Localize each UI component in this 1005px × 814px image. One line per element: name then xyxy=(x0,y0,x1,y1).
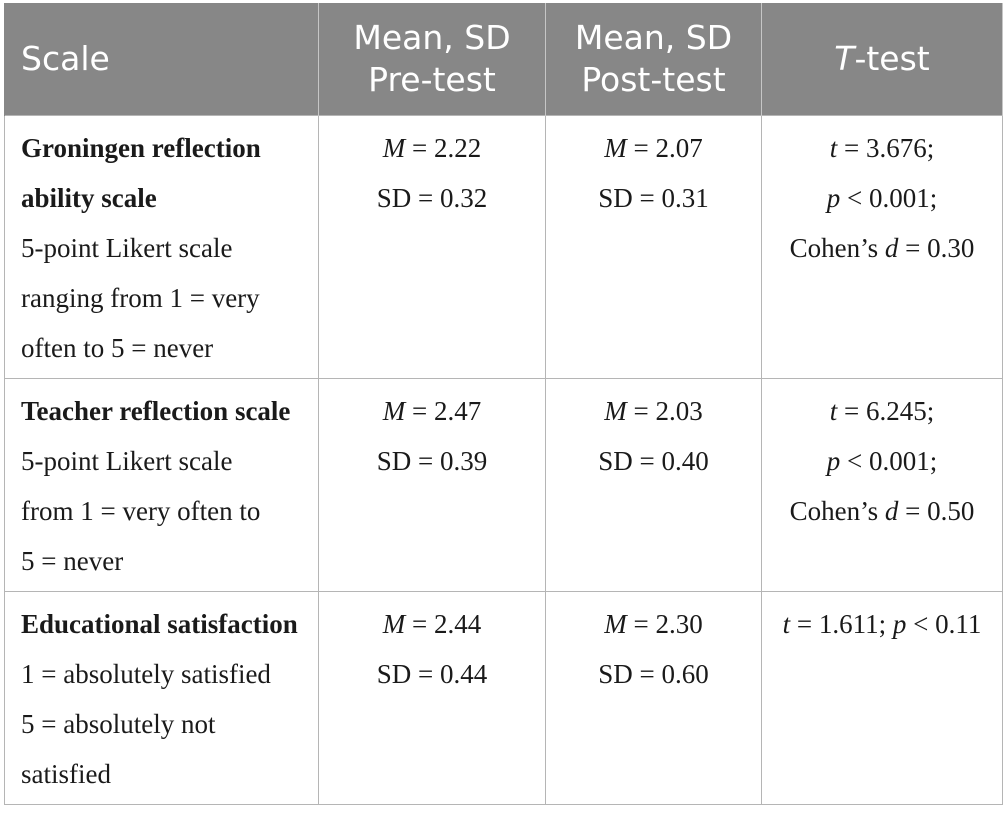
header-row: Scale Mean, SD Pre-test Mean, SD Post-te… xyxy=(4,3,1003,115)
scale-cell: Groningen reflection ability scale 5-poi… xyxy=(4,114,319,379)
scale-description: 5 = absolutely not xyxy=(21,708,216,739)
post-test-cell: M = 2.03 SD = 0.40 xyxy=(545,377,762,592)
t-test-cell: t = 3.676; p < 0.001; Cohen’s d = 0.30 xyxy=(761,114,1003,379)
header-post-test: Mean, SD Post-test xyxy=(545,3,762,115)
table-row-educational: Educational satisfaction 1 = absolutely … xyxy=(4,590,1003,805)
header-pre-test: Mean, SD Pre-test xyxy=(318,3,546,115)
t-test-cell: t = 6.245; p < 0.001; Cohen’s d = 0.50 xyxy=(761,377,1003,592)
cohens-d-value: 0.50 xyxy=(927,495,975,526)
cohens-d-value: 0.30 xyxy=(927,232,975,263)
post-mean: 2.03 xyxy=(655,395,703,426)
scale-cell: Educational satisfaction 1 = absolutely … xyxy=(4,590,319,805)
scale-description: often to 5 = never xyxy=(21,332,214,363)
post-test-cell: M = 2.07 SD = 0.31 xyxy=(545,114,762,379)
pre-test-cell: M = 2.47 SD = 0.39 xyxy=(318,377,546,592)
t-test-cell: t = 1.611; p < 0.11 xyxy=(761,590,1003,805)
header-scale: Scale xyxy=(4,3,319,115)
scale-name: Educational satisfaction xyxy=(21,608,298,639)
scale-description: 1 = absolutely satisfied xyxy=(21,658,271,689)
results-table: Scale Mean, SD Pre-test Mean, SD Post-te… xyxy=(4,3,1003,805)
scale-name: ability scale xyxy=(21,182,157,213)
p-value: < 0.11 xyxy=(913,608,982,639)
scale-cell: Teacher reflection scale 5-point Likert … xyxy=(4,377,319,592)
t-value: 6.245 xyxy=(865,395,927,426)
post-mean: 2.07 xyxy=(655,132,703,163)
pre-test-cell: M = 2.44 SD = 0.44 xyxy=(318,590,546,805)
pre-mean: 2.22 xyxy=(433,132,482,163)
header-t-test: T-test xyxy=(761,3,1003,115)
post-sd: 0.60 xyxy=(661,658,709,689)
pre-mean: 2.44 xyxy=(433,608,482,639)
pre-mean: 2.47 xyxy=(433,395,482,426)
post-test-cell: M = 2.30 SD = 0.60 xyxy=(545,590,762,805)
post-mean: 2.30 xyxy=(655,608,703,639)
pre-sd: 0.44 xyxy=(440,658,488,689)
post-sd: 0.31 xyxy=(661,182,709,213)
pre-sd: 0.39 xyxy=(440,445,488,476)
t-value: 3.676 xyxy=(865,132,927,163)
post-sd: 0.40 xyxy=(661,445,709,476)
p-value: < 0.001 xyxy=(847,182,930,213)
p-value: < 0.001 xyxy=(847,445,930,476)
scale-description: ranging from 1 = very xyxy=(21,282,260,313)
table-row-teacher: Teacher reflection scale 5-point Likert … xyxy=(4,377,1003,592)
t-value: 1.611 xyxy=(818,608,879,639)
pre-test-cell: M = 2.22 SD = 0.32 xyxy=(318,114,546,379)
scale-name: Teacher reflection scale xyxy=(21,395,291,426)
scale-description: 5 = never xyxy=(21,545,124,576)
scale-name: Groningen reflection xyxy=(21,132,261,163)
table-row-groningen: Groningen reflection ability scale 5-poi… xyxy=(4,114,1003,379)
scale-description: satisfied xyxy=(21,758,111,789)
scale-description: 5-point Likert scale xyxy=(21,445,233,476)
scale-description: from 1 = very often to xyxy=(21,495,261,526)
pre-sd: 0.32 xyxy=(440,182,488,213)
scale-description: 5-point Likert scale xyxy=(21,232,233,263)
